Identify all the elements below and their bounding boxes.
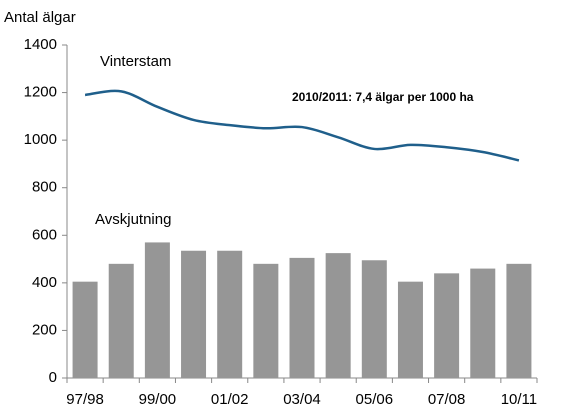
- bar: [361, 260, 387, 378]
- bar: [217, 250, 243, 378]
- bar: [289, 257, 315, 378]
- x-tick-label: 97/98: [66, 391, 104, 408]
- bar: [253, 263, 279, 378]
- x-tick-label: 03/04: [283, 391, 321, 408]
- y-tick-label: 1200: [24, 84, 57, 101]
- x-tick-label: 10/11: [501, 391, 537, 408]
- y-tick-label: 1400: [24, 36, 57, 53]
- bar: [470, 268, 496, 378]
- bar: [325, 253, 351, 378]
- line-label: Vinterstam: [100, 53, 171, 70]
- bar: [72, 281, 98, 378]
- y-axis-label: Antal älgar: [4, 9, 76, 26]
- line: [84, 89, 520, 162]
- bar: [181, 250, 207, 378]
- y-tick-label: 200: [32, 321, 57, 338]
- bar: [506, 263, 532, 378]
- y-tick-label: 800: [32, 179, 57, 196]
- bar: [108, 263, 134, 378]
- y-tick-label: 600: [32, 226, 57, 243]
- y-tick-label: 1000: [24, 131, 57, 148]
- y-tick-label: 400: [32, 274, 57, 291]
- bar: [434, 273, 460, 378]
- x-tick-label: 07/08: [428, 391, 466, 408]
- bar-label: Avskjutning: [95, 211, 171, 228]
- y-tick-label: 0: [49, 369, 57, 386]
- bar: [397, 281, 423, 378]
- bar: [144, 242, 170, 378]
- x-tick-label: 05/06: [356, 391, 394, 408]
- x-tick-label: 99/00: [139, 391, 177, 408]
- x-tick-label: 01/02: [211, 391, 249, 408]
- annotation: 2010/2011: 7,4 älgar per 1000 ha: [292, 90, 474, 104]
